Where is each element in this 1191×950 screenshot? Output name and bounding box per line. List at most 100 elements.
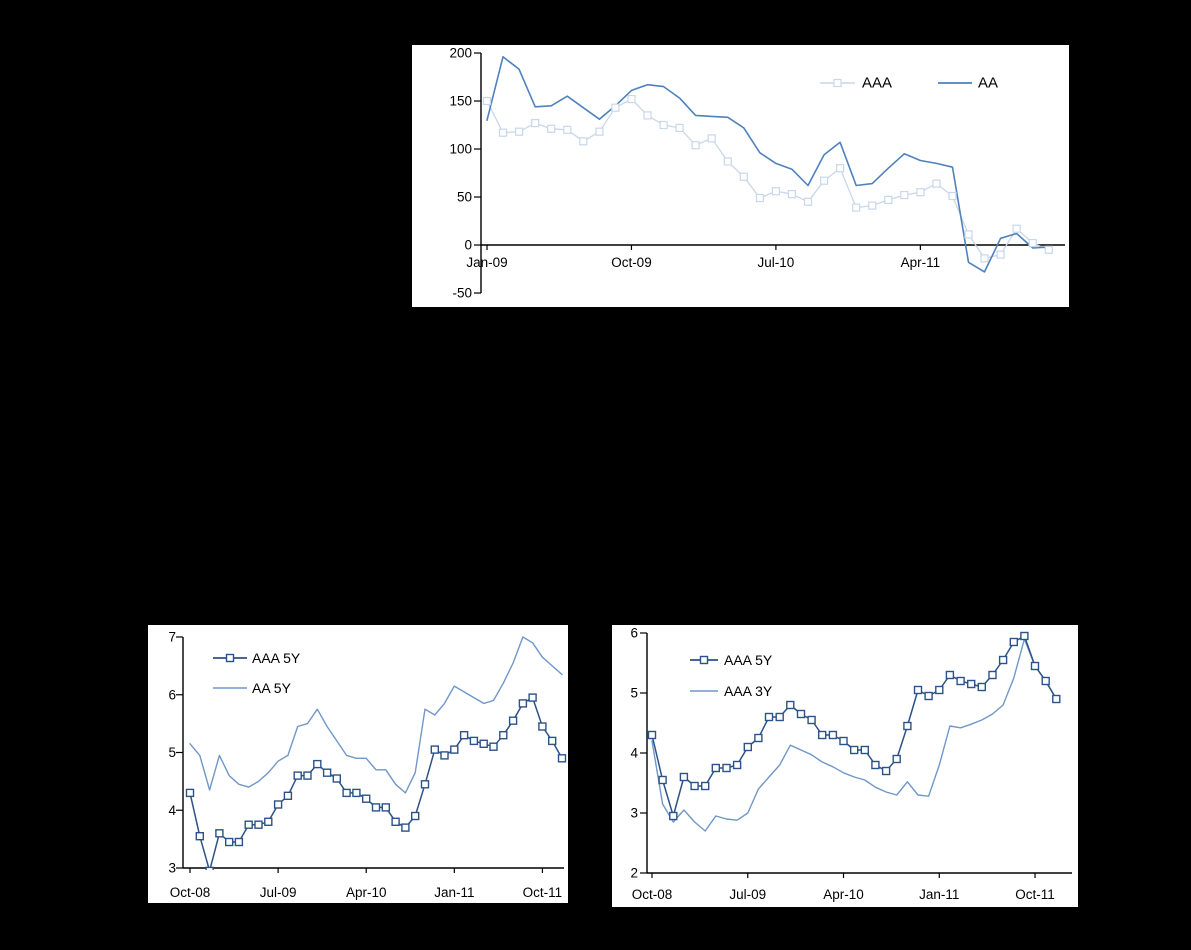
data-point-marker: [371, 803, 381, 812]
y-tick-label: 7: [168, 630, 176, 645]
data-point-marker: [332, 774, 342, 783]
data-point-marker: [215, 829, 224, 838]
data-point-marker: [658, 775, 667, 785]
data-point-marker: [967, 679, 976, 689]
data-point-marker: [499, 730, 508, 740]
data-point-marker: [528, 693, 537, 702]
y-tick-label: 3: [168, 861, 176, 876]
data-point-marker: [1052, 694, 1061, 704]
data-point-marker: [807, 715, 816, 725]
y-tick-label: 5: [630, 686, 638, 701]
data-point-marker: [771, 187, 780, 196]
data-point-marker: [892, 754, 901, 764]
y-tick-label: 200: [449, 46, 472, 61]
data-point-marker: [401, 823, 410, 832]
data-point-marker: [557, 754, 567, 763]
data-point-marker: [514, 127, 524, 136]
data-point-marker: [903, 721, 912, 731]
y-tick-label: 100: [449, 142, 472, 157]
cds-spreads-chart: 200 150 100 50 0 -50 Jan-09 Oct-09 Jul-10 Apr-11 A…: [449, 46, 1065, 301]
data-point-marker: [913, 685, 923, 695]
bottom-left-chart-panel: 7 6 5 4 3 Oct-08 Jul-09 Apr-10 Jan-11 Oct-11 AAA 5…: [148, 625, 568, 903]
x-tick-label: Oct-11: [1015, 887, 1055, 902]
aa-series-line: [486, 56, 1050, 273]
x-tick-label: Jul-10: [758, 255, 795, 270]
data-point-marker: [1028, 239, 1037, 248]
data-point-marker: [722, 763, 731, 773]
axes: 6 5 4 3 2 Oct-08 Jul-09 Apr-10 Jan-11 Oct-11: [630, 626, 1072, 902]
data-point-marker: [755, 193, 764, 203]
data-point-marker: [675, 123, 684, 133]
data-point-marker: [440, 751, 449, 760]
data-point-marker: [381, 803, 391, 812]
aaa-aa-5y-chart: 7 6 5 4 3 Oct-08 Jul-09 Apr-10 Jan-11 Oct-11 AAA 5…: [168, 630, 567, 900]
data-point-marker: [1044, 245, 1053, 254]
data-point-marker: [732, 760, 742, 770]
data-point-marker: [964, 230, 973, 239]
data-point-marker: [1030, 661, 1040, 671]
legend-label: AAA: [862, 75, 892, 92]
data-point-marker: [185, 788, 195, 798]
y-tick-label: 4: [168, 803, 176, 818]
data-point-marker: [430, 745, 439, 754]
data-point-marker: [884, 195, 893, 204]
legend-marker-sample: [699, 655, 709, 665]
data-point-marker: [820, 176, 829, 185]
legend-marker-sample: [225, 653, 235, 663]
data-point-marker: [868, 201, 877, 210]
data-point-marker: [775, 712, 784, 722]
data-point-marker: [595, 127, 604, 136]
data-point-marker: [469, 736, 479, 746]
data-point-marker: [988, 670, 997, 680]
x-tick-label: Jul-09: [260, 885, 297, 900]
axes: 200 150 100 50 0 -50 Jan-09 Oct-09 Jul-10 Apr-11: [449, 46, 1065, 301]
legend: AAA 5Y AAA 3Y: [690, 652, 773, 699]
aaa-5y-series-line: [651, 635, 1058, 817]
data-point-marker: [659, 120, 668, 130]
y-tick-label: 5: [168, 745, 176, 760]
data-point-marker: [283, 791, 293, 801]
data-point-marker: [498, 128, 508, 137]
data-point-marker: [764, 712, 774, 722]
data-point-marker: [900, 191, 909, 200]
data-point-marker: [754, 733, 763, 743]
data-point-marker: [1009, 637, 1018, 647]
x-tick-label: Oct-08: [170, 885, 211, 900]
x-tick-label: Oct-08: [632, 887, 673, 902]
y-tick-label: 2: [630, 866, 638, 881]
aaa-3y-series-line: [651, 638, 1057, 832]
x-tick-label: Jul-09: [729, 887, 766, 902]
series-group: [647, 631, 1061, 832]
data-point-marker: [489, 742, 498, 751]
data-point-marker: [303, 771, 312, 780]
legend-label: AA 5Y: [252, 680, 292, 696]
data-point-marker: [531, 118, 540, 128]
aa-5y-series-line: [189, 636, 563, 794]
aaa-series-markers: [482, 94, 1053, 263]
x-tick-label: Oct-11: [523, 885, 563, 900]
data-point-marker: [932, 179, 941, 188]
data-point-marker: [743, 742, 753, 752]
data-point-marker: [787, 190, 796, 199]
data-point-marker: [563, 125, 572, 134]
x-tick-label: Jan-11: [919, 887, 959, 902]
data-point-marker: [482, 96, 492, 106]
data-point-marker: [817, 730, 827, 740]
data-point-marker: [1012, 224, 1021, 233]
y-tick-label: 4: [630, 746, 638, 761]
data-point-marker: [707, 134, 716, 143]
data-point-marker: [881, 766, 891, 776]
data-point-marker: [690, 781, 699, 791]
data-point-marker: [234, 837, 244, 847]
data-point-marker: [916, 188, 925, 197]
data-point-marker: [796, 709, 806, 719]
data-point-marker: [548, 736, 557, 746]
data-point-marker: [998, 655, 1008, 665]
y-tick-label: 6: [168, 687, 176, 702]
y-tick-label: 3: [630, 806, 638, 821]
aaa-5y-series-markers: [647, 631, 1061, 821]
data-point-marker: [411, 811, 420, 821]
data-point-marker: [264, 817, 273, 827]
data-point-marker: [836, 164, 845, 173]
